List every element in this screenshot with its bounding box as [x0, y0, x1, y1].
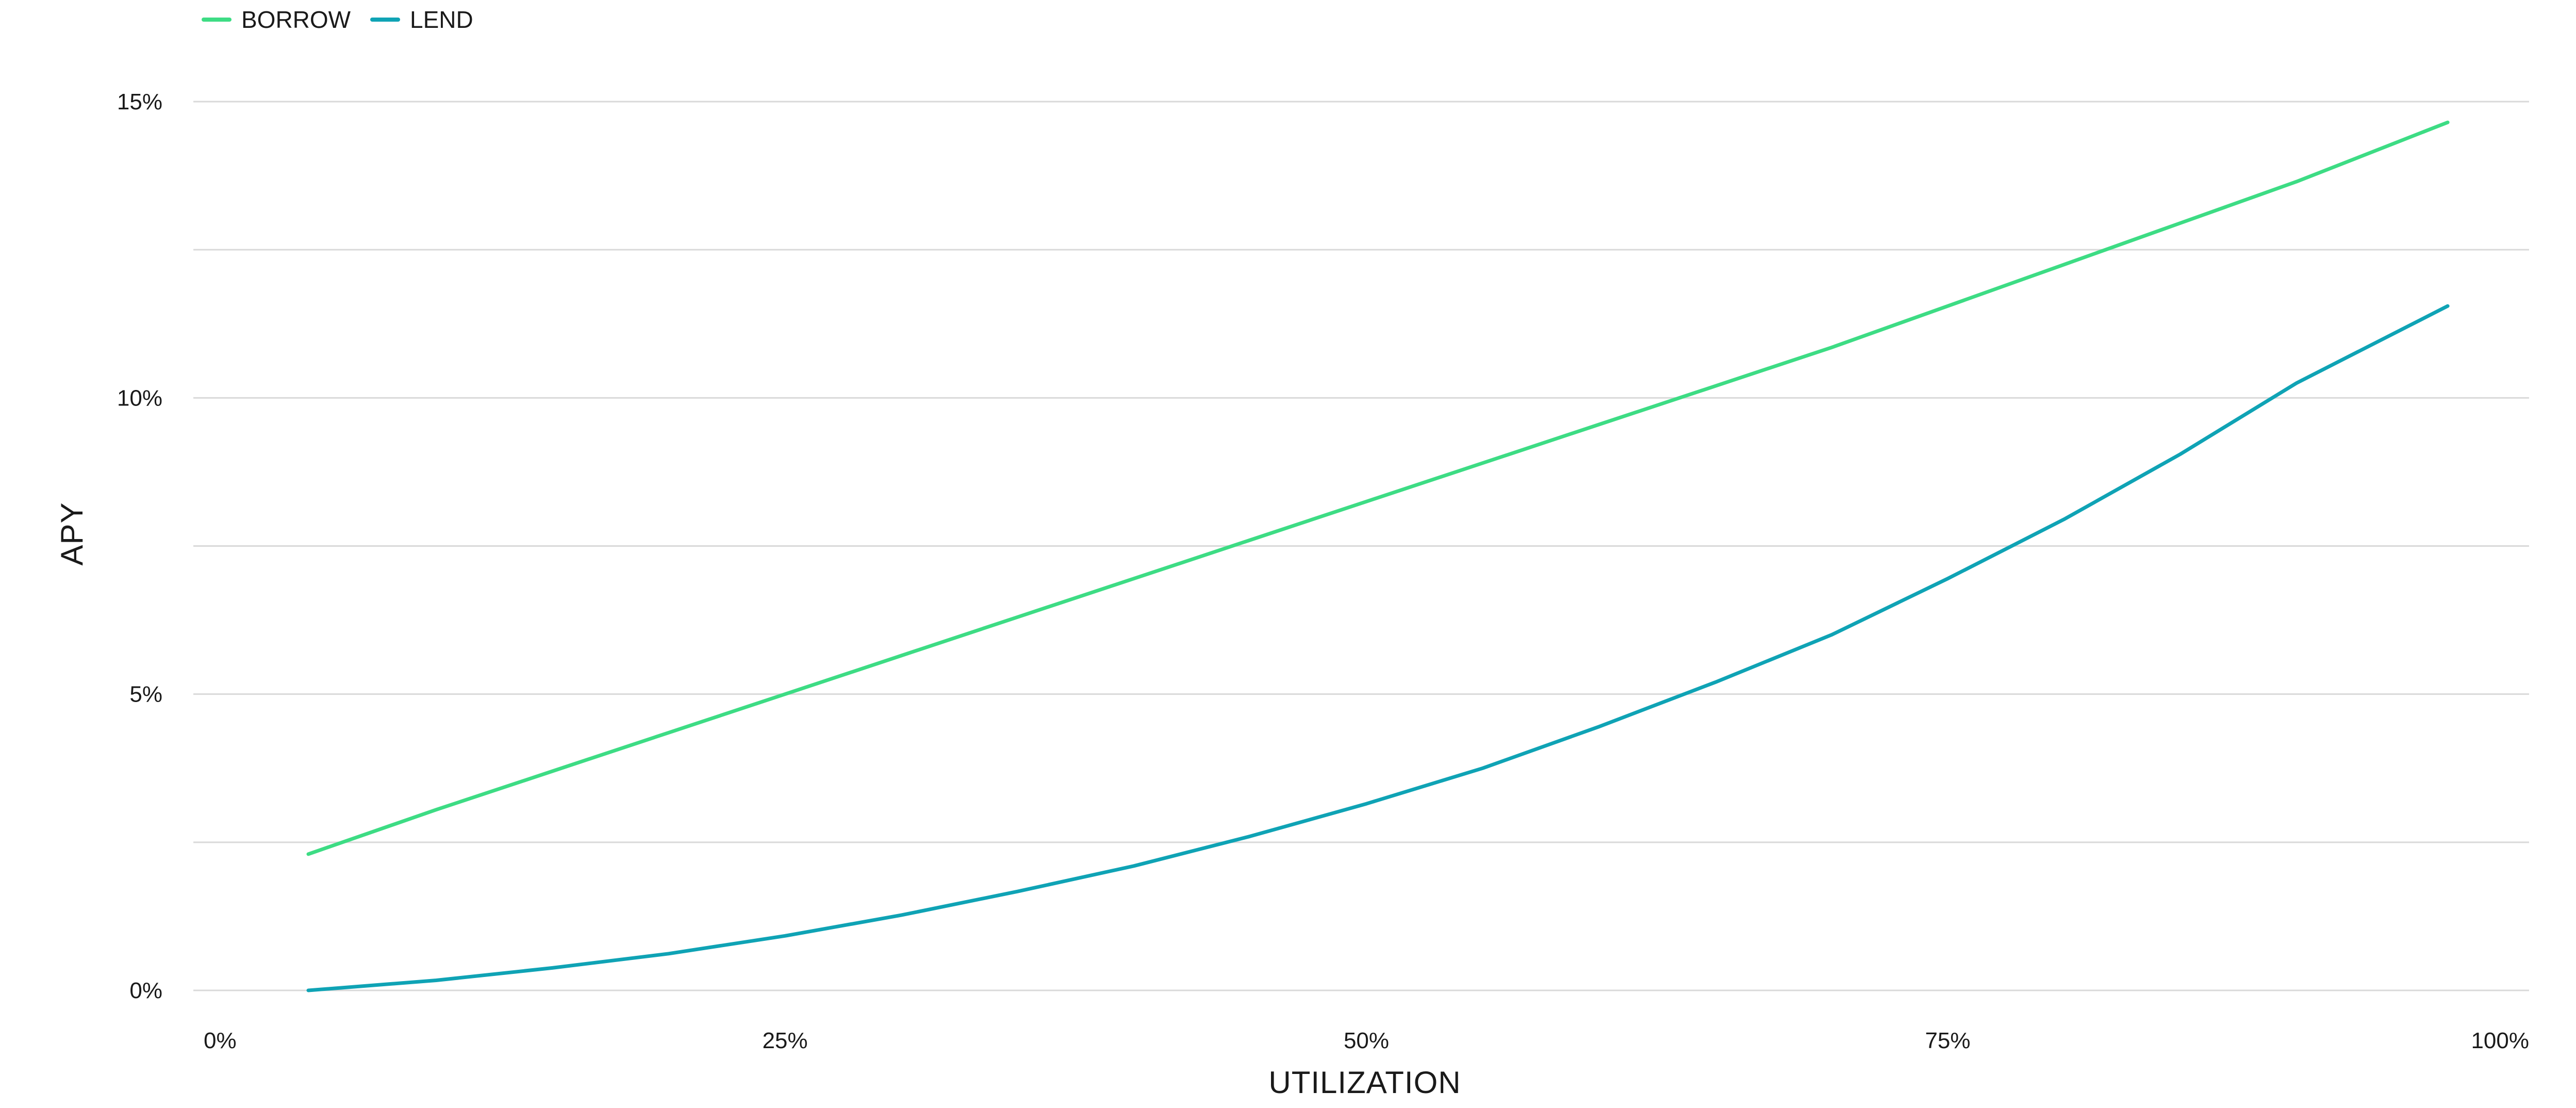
- y-tick-label: 0%: [129, 978, 162, 1003]
- y-axis-title: APY: [55, 502, 89, 565]
- x-axis-ticks: 0% 25% 50% 75% 100%: [204, 1028, 2529, 1053]
- legend-label-lend: LEND: [410, 6, 473, 33]
- legend-label-borrow: BORROW: [241, 6, 351, 33]
- x-tick-label: 25%: [762, 1028, 807, 1053]
- x-axis-title: UTILIZATION: [1268, 1065, 1461, 1100]
- y-tick-label: 5%: [129, 682, 162, 707]
- x-tick-label: 100%: [2471, 1028, 2529, 1053]
- x-tick-label: 0%: [204, 1028, 237, 1053]
- legend: BORROW LEND: [202, 6, 473, 33]
- grid-lines: [193, 101, 2529, 991]
- series-line-borrow: [306, 120, 2450, 856]
- series-line-lend: [306, 304, 2450, 992]
- y-tick-label: 15%: [117, 89, 162, 115]
- y-tick-label: 10%: [117, 385, 162, 411]
- y-axis-ticks: 0% 5% 10% 15%: [117, 89, 162, 1003]
- x-tick-label: 75%: [1925, 1028, 1970, 1053]
- series-lines: [306, 120, 2450, 992]
- x-tick-label: 50%: [1344, 1028, 1389, 1053]
